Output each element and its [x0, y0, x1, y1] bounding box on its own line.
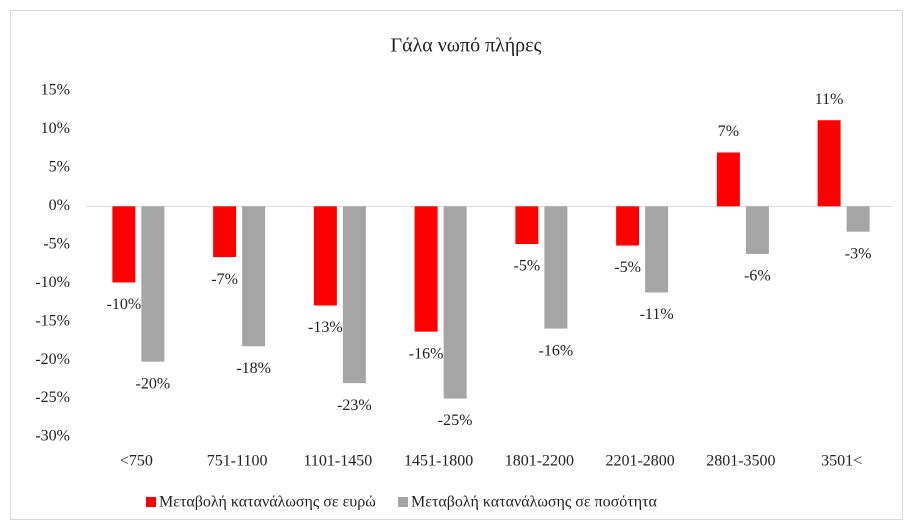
y-tick-label: -10%	[35, 274, 70, 291]
bar	[112, 206, 136, 283]
x-tick-label: 1101-1450	[304, 453, 373, 470]
y-tick-label: -15%	[35, 312, 70, 329]
data-label: -20%	[136, 375, 171, 392]
y-tick-label: -5%	[43, 235, 70, 252]
bar	[544, 206, 568, 329]
legend-swatch	[146, 497, 156, 507]
bar	[745, 206, 769, 255]
data-label: -18%	[236, 360, 271, 377]
data-label: -11%	[640, 306, 674, 323]
bar	[141, 206, 165, 362]
bar	[443, 206, 467, 399]
data-label: -6%	[744, 268, 771, 285]
bar	[242, 206, 266, 347]
x-tick-label: 1801-2200	[505, 453, 574, 470]
y-tick-label: -30%	[35, 428, 70, 445]
data-label: -25%	[438, 412, 473, 429]
y-tick-label: 10%	[41, 120, 70, 137]
bar	[846, 206, 870, 232]
data-label: -16%	[539, 342, 574, 359]
data-label: -16%	[409, 345, 444, 362]
bar	[213, 206, 237, 258]
x-tick-label: 2201-2800	[605, 453, 674, 470]
legend-label: Μεταβολή κατανάλωσης σε ευρώ	[159, 494, 376, 511]
bar	[716, 152, 740, 207]
y-tick-label: -20%	[35, 351, 70, 368]
y-tick-label: 15%	[41, 82, 70, 99]
bar	[817, 120, 841, 207]
bar	[515, 206, 539, 245]
x-tick-label: <750	[120, 453, 153, 470]
bar	[342, 206, 366, 384]
data-label: -7%	[211, 271, 238, 288]
data-label: 11%	[815, 91, 844, 108]
bar	[313, 206, 337, 306]
data-label: -5%	[514, 258, 541, 275]
legend-swatch	[398, 497, 408, 507]
data-label: 7%	[718, 123, 739, 140]
data-label: -13%	[308, 319, 343, 336]
x-tick-label: 3501<	[821, 453, 862, 470]
legend-label: Μεταβολή κατανάλωσης σε ποσότητα	[411, 494, 658, 511]
x-tick-label: 2801-3500	[706, 453, 775, 470]
data-label: -10%	[107, 296, 142, 313]
x-tick-label: 751-1100	[207, 453, 268, 470]
y-tick-label: 5%	[49, 159, 70, 176]
data-label: -3%	[845, 245, 872, 262]
y-tick-label: 0%	[49, 197, 70, 214]
bar	[616, 206, 640, 246]
bar	[414, 206, 438, 332]
data-label: -23%	[337, 397, 372, 414]
chart-title: Γάλα νωπό πλήρες	[391, 35, 542, 57]
bar	[645, 206, 669, 293]
x-tick-label: 1451-1800	[404, 453, 473, 470]
y-tick-label: -25%	[35, 389, 70, 406]
data-label: -5%	[614, 259, 641, 276]
